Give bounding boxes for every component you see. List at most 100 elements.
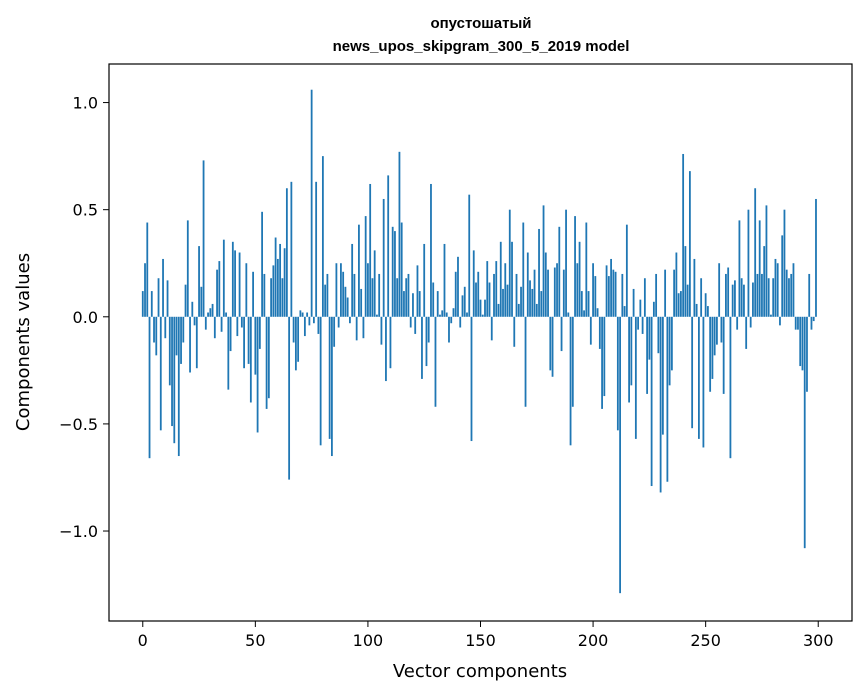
- bar: [191, 301, 194, 317]
- bar: [513, 316, 516, 347]
- bar: [585, 222, 588, 317]
- bar: [207, 312, 209, 317]
- bar: [641, 316, 644, 334]
- bar: [749, 316, 752, 328]
- bar: [580, 291, 583, 317]
- bar: [722, 316, 725, 394]
- bar: [252, 271, 254, 317]
- bar: [589, 316, 592, 345]
- bar: [576, 263, 579, 317]
- bar: [499, 241, 502, 317]
- bar: [520, 286, 522, 317]
- bar: [776, 263, 779, 317]
- bar: [614, 271, 617, 317]
- bar: [299, 310, 302, 317]
- bar: [245, 263, 248, 317]
- bar: [184, 284, 187, 317]
- bar: [686, 284, 689, 317]
- bar: [475, 282, 477, 317]
- x-tick-label: 100: [353, 631, 384, 650]
- bar: [538, 228, 540, 317]
- bar: [180, 316, 182, 364]
- bar: [168, 316, 171, 386]
- bar: [758, 220, 761, 317]
- bar: [141, 291, 144, 317]
- bar: [454, 271, 457, 317]
- bar: [716, 316, 718, 345]
- chart-title: опустошатый: [430, 15, 531, 32]
- bar: [367, 263, 369, 317]
- bar: [497, 303, 500, 317]
- bar: [463, 286, 466, 317]
- bar: [524, 316, 527, 407]
- bar: [675, 252, 678, 317]
- bar: [164, 316, 167, 339]
- bar: [637, 316, 640, 330]
- bar: [490, 316, 493, 341]
- bar: [247, 316, 250, 364]
- y-tick-label: 0.0: [73, 308, 98, 327]
- bar: [594, 276, 597, 317]
- bar: [459, 316, 462, 328]
- bar: [729, 316, 732, 459]
- bar: [630, 316, 633, 386]
- bar: [535, 303, 538, 317]
- bar: [279, 243, 282, 317]
- bar: [324, 284, 327, 317]
- bar: [747, 209, 750, 317]
- bar: [193, 316, 196, 326]
- bar: [225, 312, 227, 317]
- bar: [276, 258, 279, 317]
- bar: [803, 316, 806, 549]
- bar: [414, 316, 417, 334]
- y-tick-label: −0.5: [59, 415, 98, 434]
- bar: [610, 258, 612, 317]
- bar: [488, 282, 491, 317]
- bar: [549, 316, 552, 371]
- x-axis-label: Vector components: [393, 661, 567, 682]
- bar: [186, 220, 189, 317]
- bar: [380, 316, 383, 345]
- bar: [258, 316, 261, 349]
- bar: [364, 216, 367, 317]
- x-tick-label: 150: [465, 631, 496, 650]
- bar: [542, 205, 545, 317]
- bar: [698, 316, 700, 439]
- bar: [808, 273, 811, 317]
- bar: [695, 303, 698, 317]
- bar: [216, 269, 218, 317]
- y-axis-label: Components values: [13, 253, 34, 431]
- bar: [405, 278, 408, 317]
- bar: [648, 316, 651, 360]
- y-tick-label: 0.5: [73, 201, 98, 220]
- bar: [643, 278, 646, 317]
- bar: [301, 312, 304, 317]
- bar: [337, 316, 340, 328]
- bar: [177, 316, 180, 457]
- bar: [321, 156, 324, 317]
- bar: [652, 301, 655, 317]
- bar: [533, 269, 536, 317]
- bar: [815, 198, 817, 317]
- bar: [504, 263, 507, 317]
- bar: [657, 316, 660, 354]
- chart-subtitle: news_upos_skipgram_300_5_2019 model: [333, 38, 630, 55]
- bar: [603, 316, 606, 397]
- bar: [668, 316, 671, 386]
- bar: [182, 316, 185, 343]
- bar: [376, 314, 378, 317]
- bar: [349, 316, 351, 324]
- x-tick-label: 250: [690, 631, 721, 650]
- bar: [425, 316, 428, 367]
- bar: [423, 243, 426, 317]
- bar: [319, 316, 322, 446]
- bar: [806, 316, 808, 392]
- bar: [403, 291, 405, 317]
- bar: [272, 265, 275, 317]
- bar: [621, 273, 624, 317]
- bar: [412, 293, 414, 317]
- bar: [358, 224, 360, 317]
- bar: [743, 284, 745, 317]
- bar: [317, 316, 320, 334]
- bar: [394, 231, 396, 317]
